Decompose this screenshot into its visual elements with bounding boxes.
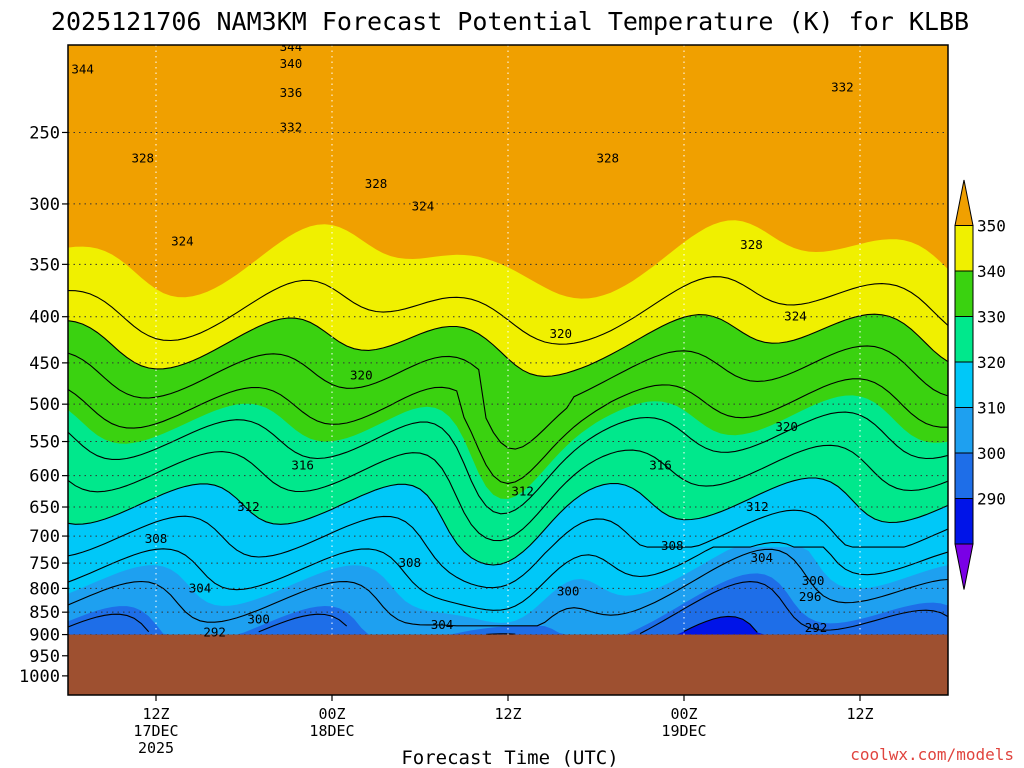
colorbar-segment xyxy=(954,498,974,545)
contour-label: 312 xyxy=(746,499,769,514)
theta-contours xyxy=(68,276,948,635)
colorbar-segment xyxy=(954,270,974,317)
contour-label: 324 xyxy=(171,233,194,248)
y-tick-label: 850 xyxy=(29,603,60,623)
contour-label: 300 xyxy=(557,583,580,598)
terrain-below-ground xyxy=(68,634,948,695)
y-tick-label: 800 xyxy=(29,579,60,599)
y-axis: 250 300 350 400 450 500 550 600 650 700 750 800 850 9… xyxy=(19,123,68,687)
x-tick-label: 12Z xyxy=(846,705,873,723)
contour-label: 328 xyxy=(596,150,619,165)
x-tick-label: 18DEC xyxy=(309,722,354,740)
y-tick-label: 250 xyxy=(29,123,60,143)
contour-label: 304 xyxy=(750,550,773,565)
x-tick-label: 19DEC xyxy=(661,722,706,740)
contour-label: 324 xyxy=(784,309,807,324)
y-tick-label: 550 xyxy=(29,433,60,453)
x-tick-label: 2025 xyxy=(138,739,174,757)
contour-line-304 xyxy=(68,581,948,635)
contour-line-320 xyxy=(68,477,948,566)
x-tick-label: 00Z xyxy=(318,705,345,723)
y-tick-label: 650 xyxy=(29,498,60,518)
x-tick-label: 12Z xyxy=(142,705,169,723)
contour-line-332 xyxy=(68,378,948,485)
y-tick-label: 600 xyxy=(29,467,60,487)
y-tick-label: 350 xyxy=(29,255,60,275)
contour-label: 308 xyxy=(398,555,421,570)
y-tick-label: 450 xyxy=(29,354,60,374)
colorbar-top-arrow xyxy=(954,179,974,226)
contour-label: 340 xyxy=(280,56,303,71)
contour-label: 300 xyxy=(247,611,270,626)
contour-label: 308 xyxy=(145,531,168,546)
x-tick-label: 00Z xyxy=(670,705,697,723)
x-axis-title: Forecast Time (UTC) xyxy=(401,747,618,768)
colorbar-label: 330 xyxy=(977,308,1006,327)
contour-label: 312 xyxy=(237,499,260,514)
y-tick-label: 300 xyxy=(29,195,60,215)
colorbar-segment xyxy=(954,407,974,454)
y-tick-label: 950 xyxy=(29,647,60,667)
contour-label: 296 xyxy=(799,589,822,604)
y-tick-label: 750 xyxy=(29,554,60,574)
colorbar-bottom-arrow xyxy=(954,543,974,590)
contour-label: 324 xyxy=(412,199,435,214)
contour-labels: 344 344 340 336 332 332 328 328 328 328 324 324 324 3… xyxy=(71,39,854,639)
theta-bands xyxy=(68,45,948,695)
colorbar-label: 290 xyxy=(977,490,1006,509)
credit-text: coolwx.com/models xyxy=(850,745,1014,764)
contour-label: 332 xyxy=(831,80,854,95)
contour-label: 320 xyxy=(775,419,798,434)
contour-label: 344 xyxy=(280,39,303,54)
contour-label: 308 xyxy=(661,538,684,553)
contour-label: 292 xyxy=(203,624,226,639)
contour-label: 320 xyxy=(550,326,573,341)
colorbar-segment xyxy=(954,361,974,408)
colorbar-legend: 350 340 330 320 310 300 290 xyxy=(954,179,1006,590)
colorbar-segment xyxy=(954,316,974,363)
chart-title: 2025121706 NAM3KM Forecast Potential Tem… xyxy=(51,7,969,36)
y-tick-label: 900 xyxy=(29,626,60,646)
contour-line-344 xyxy=(68,276,948,345)
contour-label: 320 xyxy=(350,368,373,383)
colorbar-segment xyxy=(954,452,974,499)
contour-label: 336 xyxy=(280,85,303,100)
colorbar-label: 350 xyxy=(977,217,1006,236)
colorbar-label: 310 xyxy=(977,399,1006,418)
plot-area: 344 344 340 336 332 332 328 328 328 328 324 324 324 3… xyxy=(68,39,948,695)
colorbar-segment xyxy=(954,225,974,272)
contour-label: 292 xyxy=(805,620,828,635)
contour-label: 316 xyxy=(291,458,314,473)
x-tick-label: 17DEC xyxy=(133,722,178,740)
x-tick-label: 12Z xyxy=(494,705,521,723)
contour-label: 316 xyxy=(649,458,672,473)
y-tick-label: 700 xyxy=(29,527,60,547)
colorbar-label: 300 xyxy=(977,444,1006,463)
colorbar-label: 340 xyxy=(977,262,1006,281)
contour-line-312 xyxy=(68,541,948,611)
contour-label: 332 xyxy=(280,120,303,135)
contour-line-300 xyxy=(683,615,758,633)
contour-label: 328 xyxy=(365,176,388,191)
y-tick-label: 500 xyxy=(29,395,60,415)
contour-label: 304 xyxy=(189,580,212,595)
contour-label: 312 xyxy=(511,484,534,499)
contour-line-324 xyxy=(68,444,948,542)
contour-label: 328 xyxy=(132,150,155,165)
contour-line-308 xyxy=(68,548,948,627)
y-tick-label: 1000 xyxy=(19,667,60,687)
contour-label: 344 xyxy=(71,62,94,77)
contour-label: 300 xyxy=(802,573,825,588)
y-tick-label: 400 xyxy=(29,308,60,328)
contour-label: 328 xyxy=(740,237,763,252)
contour-label: 304 xyxy=(431,617,454,632)
colorbar-label: 320 xyxy=(977,353,1006,372)
